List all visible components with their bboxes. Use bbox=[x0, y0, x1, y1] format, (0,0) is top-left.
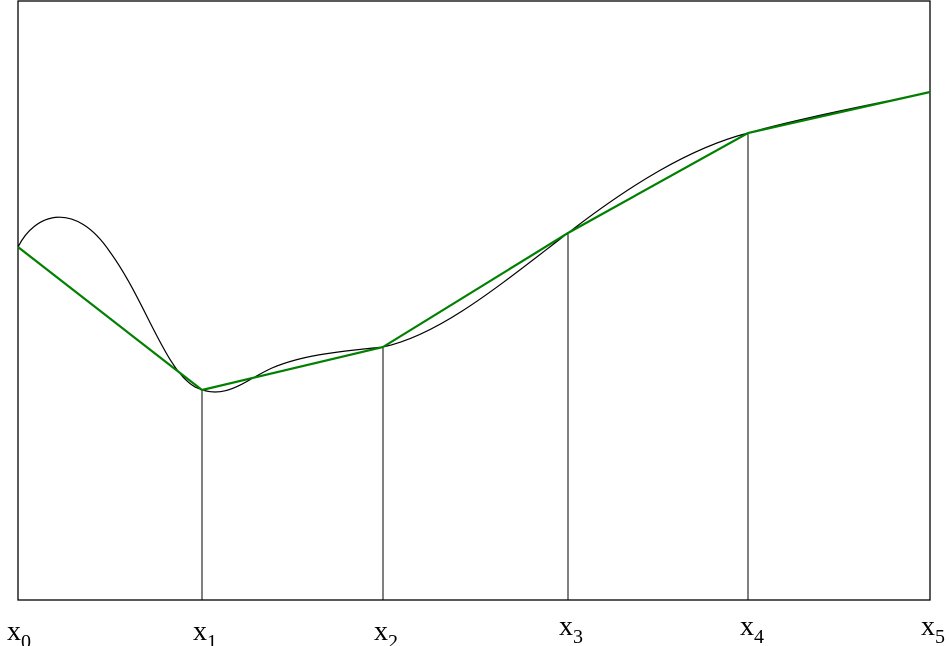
vertical-lines bbox=[201, 133, 749, 600]
piecewise-linear-interpolant bbox=[17, 90, 931, 392]
node-label-x2: x2 bbox=[374, 616, 398, 646]
node-label-x4: x4 bbox=[740, 611, 764, 646]
function-curve bbox=[17, 91, 931, 393]
node-label-x1: x1 bbox=[193, 616, 217, 646]
plot-frame bbox=[17, 0, 931, 601]
node-labels: x0 x1 x2 x3 x4 x5 bbox=[7, 611, 945, 646]
node-label-x3: x3 bbox=[559, 611, 583, 646]
node-label-x5: x5 bbox=[921, 611, 945, 646]
node-label-x0: x0 bbox=[7, 616, 31, 646]
